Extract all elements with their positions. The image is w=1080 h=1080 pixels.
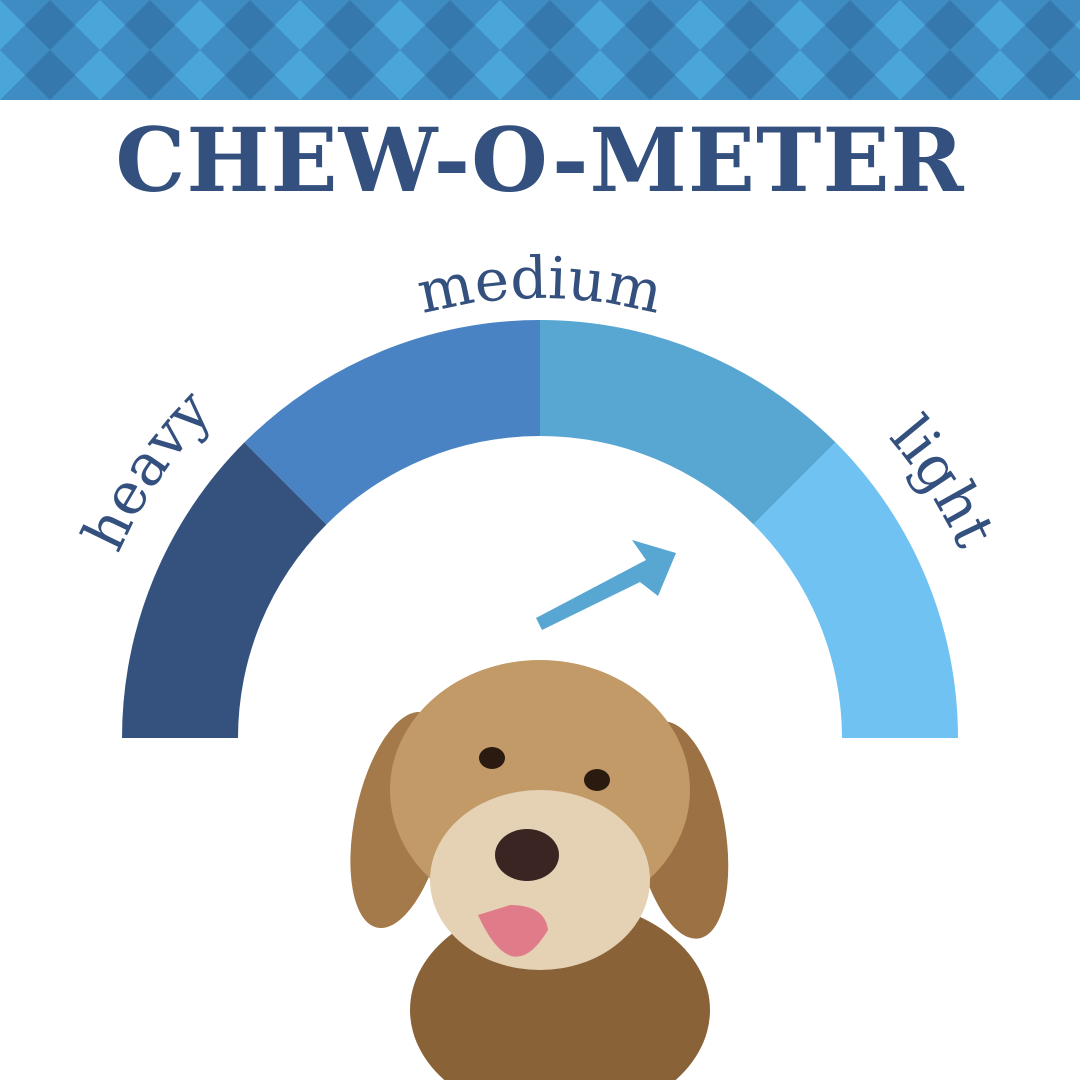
gauge-segment-medium-heavy <box>244 320 540 525</box>
gauge-label-medium: medium <box>411 244 668 327</box>
gauge-segment-heavy <box>122 442 327 738</box>
plaid-banner <box>0 0 1080 100</box>
pointer-arrow-icon <box>536 540 676 630</box>
page-title: CHEW-O-METER <box>115 108 965 212</box>
gauge-segment-light <box>753 442 958 738</box>
gauge-segment-medium-light <box>540 320 836 525</box>
dog-photo <box>350 660 729 1080</box>
